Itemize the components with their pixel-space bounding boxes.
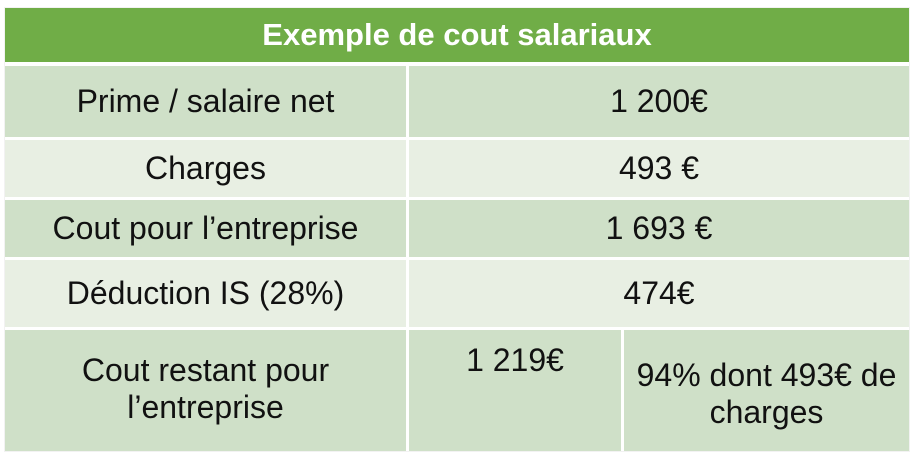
row-label-remaining-cost: Cout restant pour l’entreprise (5, 330, 409, 451)
row-value-net-salary: 1 200€ (409, 66, 909, 140)
row-label-company-cost: Cout pour l’entreprise (5, 200, 409, 260)
row-value-tax-deduction: 474€ (409, 260, 909, 330)
row-label-charges: Charges (5, 140, 409, 200)
row-label-tax-deduction: Déduction IS (28%) (5, 260, 409, 330)
row-value-charges: 493 € (409, 140, 909, 200)
row-note-remaining-cost: 94% dont 493€ de charges (624, 330, 909, 451)
row-value-remaining-cost: 1 219€ (409, 330, 624, 451)
row-label-net-salary: Prime / salaire net (5, 66, 409, 140)
table-title: Exemple de cout salariaux (5, 8, 909, 66)
salary-cost-table: Exemple de cout salariaux Prime / salair… (5, 8, 909, 451)
row-value-company-cost: 1 693 € (409, 200, 909, 260)
